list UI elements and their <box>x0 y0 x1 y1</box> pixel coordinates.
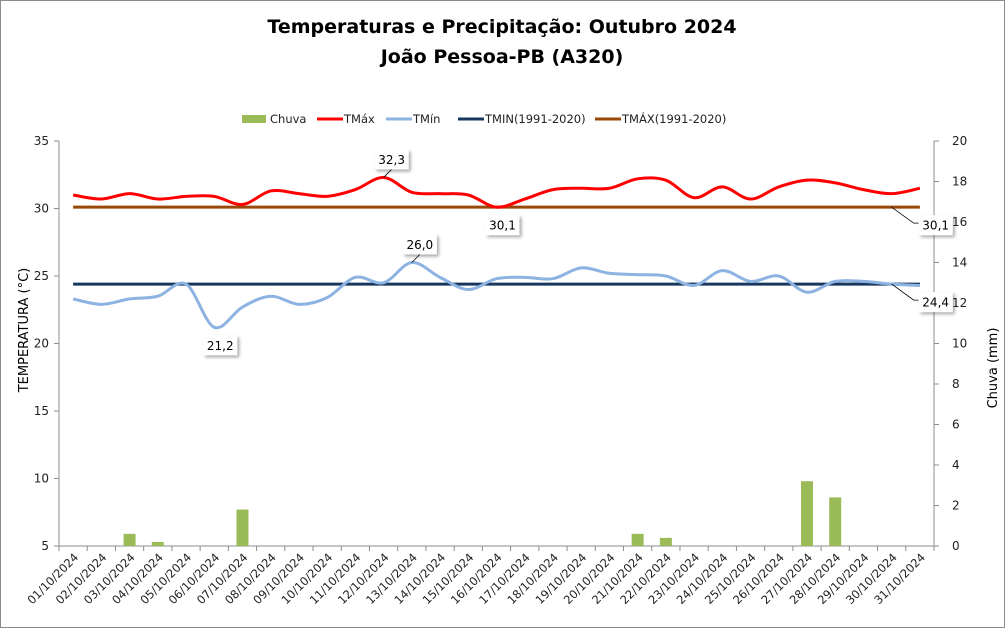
y-tick-label: 35 <box>34 134 49 148</box>
label-leader-line <box>411 254 421 263</box>
y2-tick-label: 0 <box>952 539 960 553</box>
y-tick-label: 15 <box>34 404 49 418</box>
y-tick-label: 20 <box>34 337 49 351</box>
label-leader-line <box>891 283 919 301</box>
legend-swatch <box>242 115 266 123</box>
data-label: 21,2 <box>207 339 234 353</box>
data-label-box <box>402 234 437 255</box>
data-labels: 32,3 30,1 21,2 26,0 30,1 24,4 <box>203 149 953 356</box>
legend-item-tmin-1991-2020: TMIN(1991-2020) <box>458 112 586 126</box>
y2-tick-label: 20 <box>952 134 967 148</box>
y2-tick-label: 18 <box>952 175 967 189</box>
y2-tick-label: 6 <box>952 418 960 432</box>
bar-chuva <box>236 509 249 546</box>
data-label: 30,1 <box>489 219 516 233</box>
y-tick-label: 30 <box>34 202 49 216</box>
y-tick-label: 10 <box>34 472 49 486</box>
y2-tick-label: 16 <box>952 215 967 229</box>
data-label-box <box>203 335 238 356</box>
y-tick-label: 25 <box>34 269 49 283</box>
legend-label: Chuva <box>270 112 306 126</box>
data-label: 24,4 <box>922 296 949 310</box>
bar-series-chuva <box>123 481 842 546</box>
legend-label: TMín <box>412 112 440 126</box>
data-label: 32,3 <box>378 153 405 167</box>
bar-chuva <box>631 533 644 546</box>
legend-item-chuva: Chuva <box>242 112 306 126</box>
y-axis-title: TEMPERATURA (°C) <box>17 268 32 394</box>
line-tm-n <box>72 260 920 330</box>
y-tick-label: 5 <box>41 539 49 553</box>
label-leader-line <box>383 169 392 178</box>
legend-label: TMÁX(1991-2020) <box>621 111 726 126</box>
y2-tick-label: 4 <box>952 458 960 472</box>
label-leader-line <box>891 206 919 224</box>
legend-label: TMáx <box>343 112 375 126</box>
data-label-box <box>485 215 520 236</box>
data-label: 30,1 <box>922 219 949 233</box>
y2-tick-label: 12 <box>952 296 967 310</box>
y2-axis-title: Chuva (mm) <box>986 328 1001 409</box>
y2-tick-label: 2 <box>952 499 960 513</box>
axes: 51015202530350246810121416182001/10/2024… <box>24 134 967 607</box>
legend-item-tm-x-1991-2020: TMÁX(1991-2020) <box>595 111 726 126</box>
bar-chuva <box>829 497 842 546</box>
data-label-box <box>918 215 953 236</box>
legend-label: TMIN(1991-2020) <box>484 112 586 126</box>
data-label-box <box>918 292 953 313</box>
bar-chuva <box>659 537 672 546</box>
line-tm-x <box>72 175 921 209</box>
y2-tick-label: 14 <box>952 256 967 270</box>
legend-item-tm-n: TMín <box>386 112 440 126</box>
chart-subtitle: João Pessoa-PB (A320) <box>379 46 624 68</box>
data-label-box <box>374 149 409 170</box>
y2-tick-label: 8 <box>952 377 960 391</box>
legend: Chuva TMáx TMín TMIN(1991-2020) TMÁX(1991-20… <box>242 111 726 126</box>
chart-title: Temperaturas e Precipitação: Outubro 202… <box>267 16 736 38</box>
data-label: 26,0 <box>406 238 433 252</box>
line-series <box>72 175 921 330</box>
legend-item-tm-x: TMáx <box>317 112 375 126</box>
bar-chuva <box>123 533 136 546</box>
y2-tick-label: 10 <box>952 337 967 351</box>
bar-chuva <box>800 481 813 546</box>
bar-chuva <box>151 541 164 546</box>
